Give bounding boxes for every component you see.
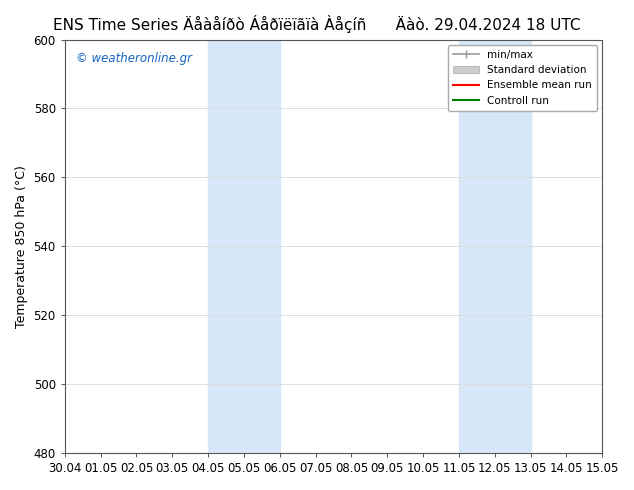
Bar: [208, 40, 280, 453]
Y-axis label: Temperature 850 hPa (°C): Temperature 850 hPa (°C): [15, 165, 28, 328]
Text: © weatheronline.gr: © weatheronline.gr: [75, 52, 191, 65]
Legend: min/max, Standard deviation, Ensemble mean run, Controll run: min/max, Standard deviation, Ensemble me…: [448, 45, 597, 111]
Bar: [459, 40, 531, 453]
Text: ENS Time Series Äåàåíðò Áåðïëïãïà Àåçíñ      Äàò. 29.04.2024 18 UTC: ENS Time Series Äåàåíðò Áåðïëïãïà Àåçíñ …: [53, 15, 581, 33]
